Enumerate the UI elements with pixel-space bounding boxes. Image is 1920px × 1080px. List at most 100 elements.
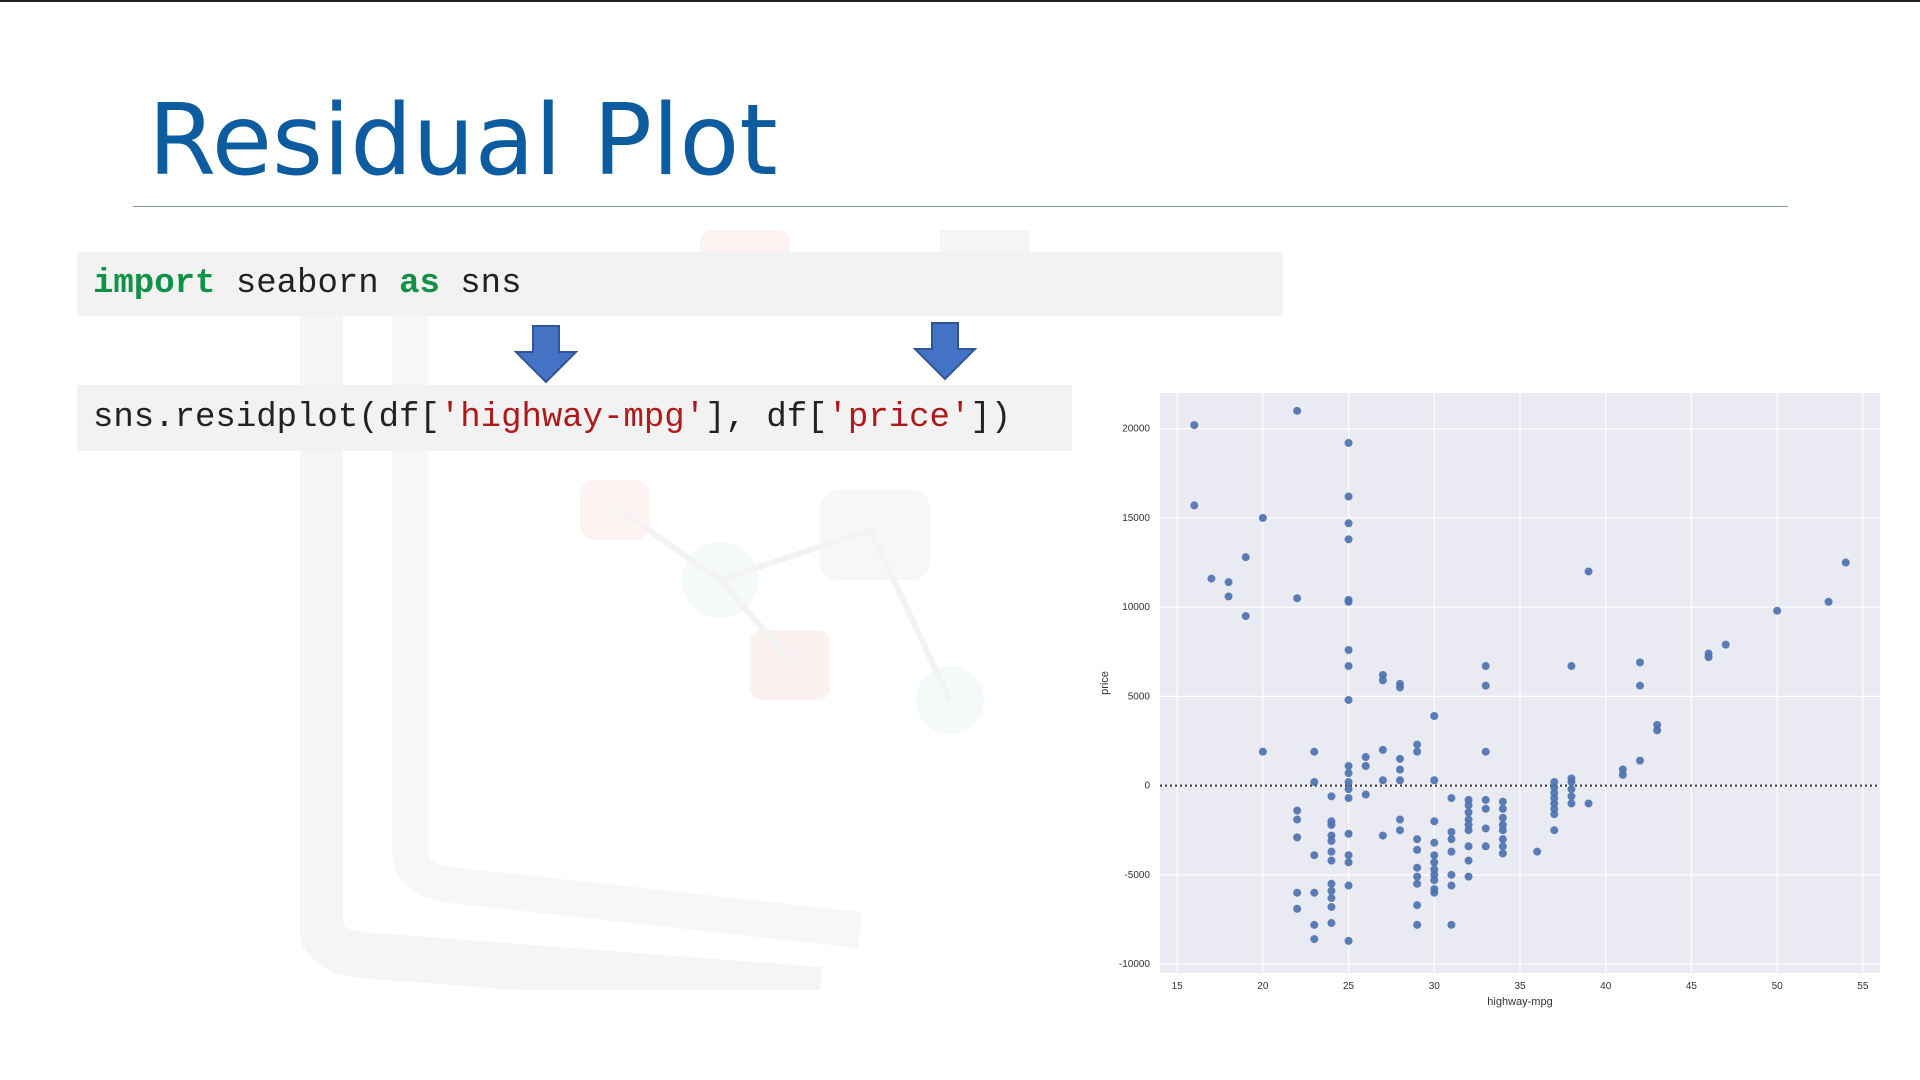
scatter-point xyxy=(1413,920,1422,929)
scatter-point xyxy=(1344,761,1353,770)
scatter-point xyxy=(1241,553,1250,562)
scatter-point xyxy=(1310,747,1319,756)
scatter-point xyxy=(1498,849,1507,858)
scatter-point xyxy=(1464,842,1473,851)
scatter-point xyxy=(1636,658,1644,667)
x-tick-label: 40 xyxy=(1600,981,1612,992)
scatter-point xyxy=(1344,881,1353,890)
scatter-point xyxy=(1498,826,1507,835)
scatter-point xyxy=(1413,747,1422,756)
scatter-point xyxy=(1413,835,1422,844)
top-border xyxy=(0,0,1920,2)
arrow-down-icon xyxy=(913,322,977,381)
scatter-point xyxy=(1190,421,1199,430)
scatter-point xyxy=(1447,881,1456,890)
y-tick-label: -5000 xyxy=(1124,870,1150,881)
x-tick-label: 45 xyxy=(1686,981,1698,992)
scatter-point xyxy=(1310,920,1319,929)
scatter-point xyxy=(1396,826,1404,835)
scatter-point xyxy=(1344,858,1353,867)
residual-scatter-chart: 15 20 25 30 35 40 45 50 55 20000 15000 10000 5000 0 -5… xyxy=(1100,393,1880,1008)
scatter-point xyxy=(1396,683,1404,692)
scatter-point xyxy=(1327,902,1336,911)
scatter-point xyxy=(1310,888,1319,897)
scatter-point xyxy=(1396,776,1404,785)
scatter-point xyxy=(1327,886,1336,895)
scatter-point xyxy=(1447,835,1456,844)
scatter-point xyxy=(1207,574,1216,583)
scatter-point xyxy=(1344,778,1353,787)
scatter-point xyxy=(1344,769,1353,778)
scatter-point xyxy=(1567,799,1576,808)
scatter-point xyxy=(1824,597,1833,606)
scatter-point xyxy=(1327,847,1336,856)
scatter-point xyxy=(1361,761,1370,770)
scatter-point xyxy=(1224,592,1233,601)
scatter-point xyxy=(1430,712,1439,721)
scatter-point xyxy=(1447,870,1456,879)
scatter-point xyxy=(1413,740,1422,749)
scatter-point xyxy=(1498,842,1507,851)
keyword-import: import xyxy=(93,265,216,303)
scatter-point xyxy=(1293,815,1302,824)
scatter-point xyxy=(1293,888,1302,897)
scatter-point xyxy=(1378,776,1387,785)
scatter-point xyxy=(1344,519,1353,528)
scatter-point xyxy=(1430,876,1439,885)
scatter-point xyxy=(1258,747,1267,756)
scatter-point xyxy=(1327,919,1336,928)
scatter-point xyxy=(1550,810,1559,819)
scatter-point xyxy=(1327,792,1336,801)
arrow-down-icon xyxy=(514,325,578,384)
scatter-point xyxy=(1567,792,1576,801)
scatter-point xyxy=(1704,653,1713,662)
scatter-point xyxy=(1584,567,1593,576)
scatter-point xyxy=(1413,863,1422,872)
scatter-point xyxy=(1447,920,1456,929)
scatter-point xyxy=(1447,828,1456,837)
scatter-point xyxy=(1636,681,1644,690)
scatter-point xyxy=(1293,833,1302,842)
scatter-point xyxy=(1344,438,1353,447)
x-tick-label: 35 xyxy=(1514,981,1526,992)
scatter-point xyxy=(1498,813,1507,822)
scatter-point xyxy=(1190,501,1199,510)
scatter-point xyxy=(1721,640,1730,649)
string-arg-highway-mpg: 'highway-mpg' xyxy=(439,399,706,437)
scatter-point xyxy=(1567,785,1576,794)
scatter-point xyxy=(1464,826,1473,835)
x-tick-label: 55 xyxy=(1857,981,1869,992)
scatter-point xyxy=(1567,778,1576,787)
scatter-point xyxy=(1464,801,1473,810)
y-tick-label: 0 xyxy=(1144,781,1150,792)
scatter-point xyxy=(1327,879,1336,888)
y-tick-label: 10000 xyxy=(1122,602,1150,613)
scatter-point xyxy=(1498,835,1507,844)
scatter-point xyxy=(1310,778,1319,787)
y-tick-label: 20000 xyxy=(1122,424,1150,435)
scatter-point xyxy=(1481,795,1490,804)
scatter-point xyxy=(1344,645,1353,654)
scatter-point xyxy=(1636,756,1644,765)
scatter-point xyxy=(1327,836,1336,845)
x-tick-label: 25 xyxy=(1343,981,1355,992)
scatter-point xyxy=(1293,904,1302,913)
scatter-point xyxy=(1773,606,1782,615)
code-suffix: ]) xyxy=(970,399,1012,437)
code-residplot-line: sns.residplot(df['highway-mpg'], df['pri… xyxy=(77,385,1072,451)
x-tick-label: 15 xyxy=(1172,981,1184,992)
scatter-point xyxy=(1344,695,1353,704)
scatter-point xyxy=(1481,804,1490,813)
scatter-point xyxy=(1481,747,1490,756)
scatter-point xyxy=(1310,935,1319,944)
scatter-point xyxy=(1378,745,1387,754)
scatter-point xyxy=(1567,662,1576,671)
string-arg-price: 'price' xyxy=(827,399,971,437)
scatter-point xyxy=(1378,831,1387,840)
x-tick-label: 30 xyxy=(1429,981,1441,992)
scatter-point xyxy=(1413,879,1422,888)
scatter-point xyxy=(1430,817,1439,826)
scatter-point xyxy=(1430,851,1439,860)
scatter-point xyxy=(1533,847,1542,856)
scatter-point xyxy=(1293,406,1302,415)
